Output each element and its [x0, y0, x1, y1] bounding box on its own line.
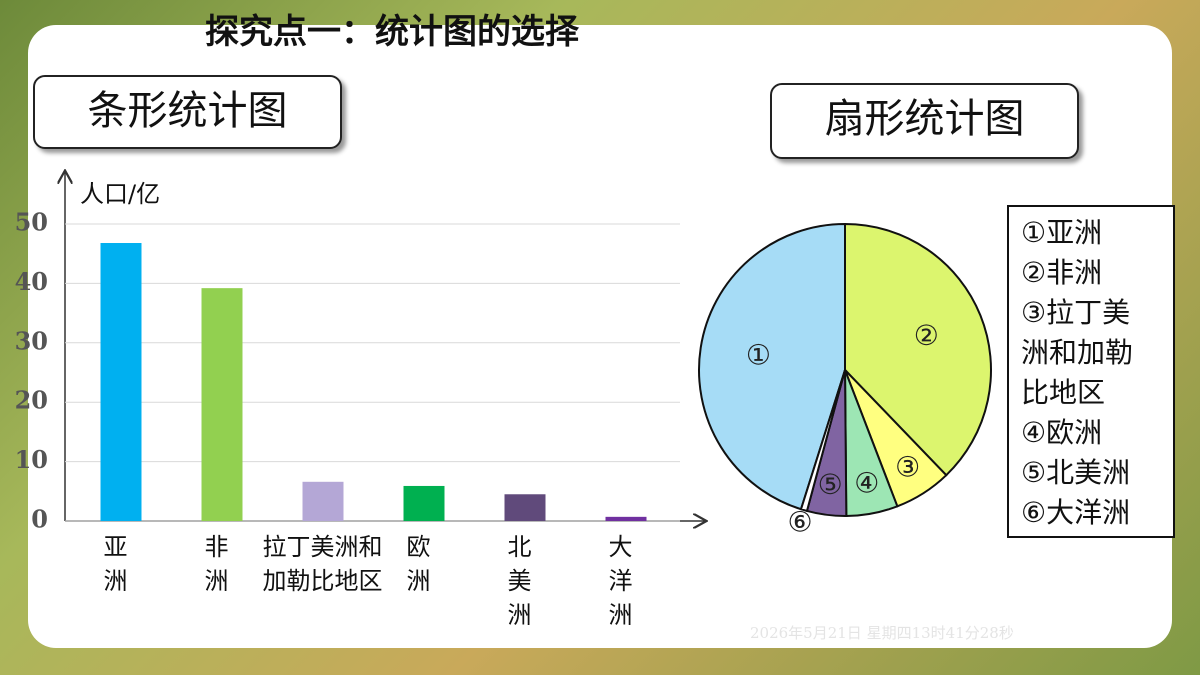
bar [504, 494, 546, 521]
legend-entry: ③拉丁美洲和加勒比地区 [1021, 296, 1134, 409]
x-tick-label: 拉丁美洲和加勒比地区 [262, 533, 383, 595]
y-tick-label: 20 [15, 386, 48, 415]
y-tick-label: 10 [15, 445, 48, 474]
y-tick-label: 50 [15, 208, 48, 237]
y-tick-label: 40 [15, 267, 48, 296]
bar [605, 516, 647, 521]
bar [403, 485, 445, 521]
legend-entry: ①亚洲 [1021, 216, 1103, 249]
legend-entry: ⑥大洋洲 [1021, 496, 1131, 529]
x-tick-label: 非洲 [204, 533, 229, 595]
pie-slice [799, 369, 846, 513]
x-tick-label: 北美洲 [507, 533, 532, 629]
slice-label: ④ [854, 467, 879, 500]
slice-label: ① [746, 339, 771, 372]
legend: ①亚洲 ②非洲 ③拉丁美洲和加勒比地区 ④欧洲 ⑤北美洲 ⑥大洋洲 [1007, 205, 1175, 538]
slice-label: ② [914, 319, 939, 352]
timestamp: 2026年5月21日 星期四13时41分28秒 [750, 624, 1014, 642]
slide-title: 探究点一：统计图的选择 [205, 12, 579, 52]
bar [302, 481, 344, 521]
slice-label: ⑥ [787, 506, 812, 539]
legend-entry: ⑤北美洲 [1021, 456, 1131, 489]
slice-label: ⑤ [818, 468, 843, 501]
slice-label: ③ [895, 451, 920, 484]
y-axis-label: 人口/亿 [80, 180, 160, 208]
bar [100, 243, 142, 521]
x-tick-label: 欧洲 [406, 533, 431, 595]
x-tick-label: 大洋洲 [608, 533, 633, 629]
pie-slice [698, 222, 846, 511]
bar [201, 288, 243, 521]
pie-slice [844, 222, 992, 477]
legend-entry: ②非洲 [1021, 256, 1103, 289]
legend-entry: ④欧洲 [1021, 416, 1103, 449]
pie-heading: 扇形统计图 [770, 83, 1079, 159]
y-tick-label: 0 [31, 505, 48, 534]
x-tick-label: 亚洲 [103, 533, 128, 595]
bar-heading: 条形统计图 [33, 75, 342, 149]
y-tick-label: 30 [15, 326, 48, 355]
